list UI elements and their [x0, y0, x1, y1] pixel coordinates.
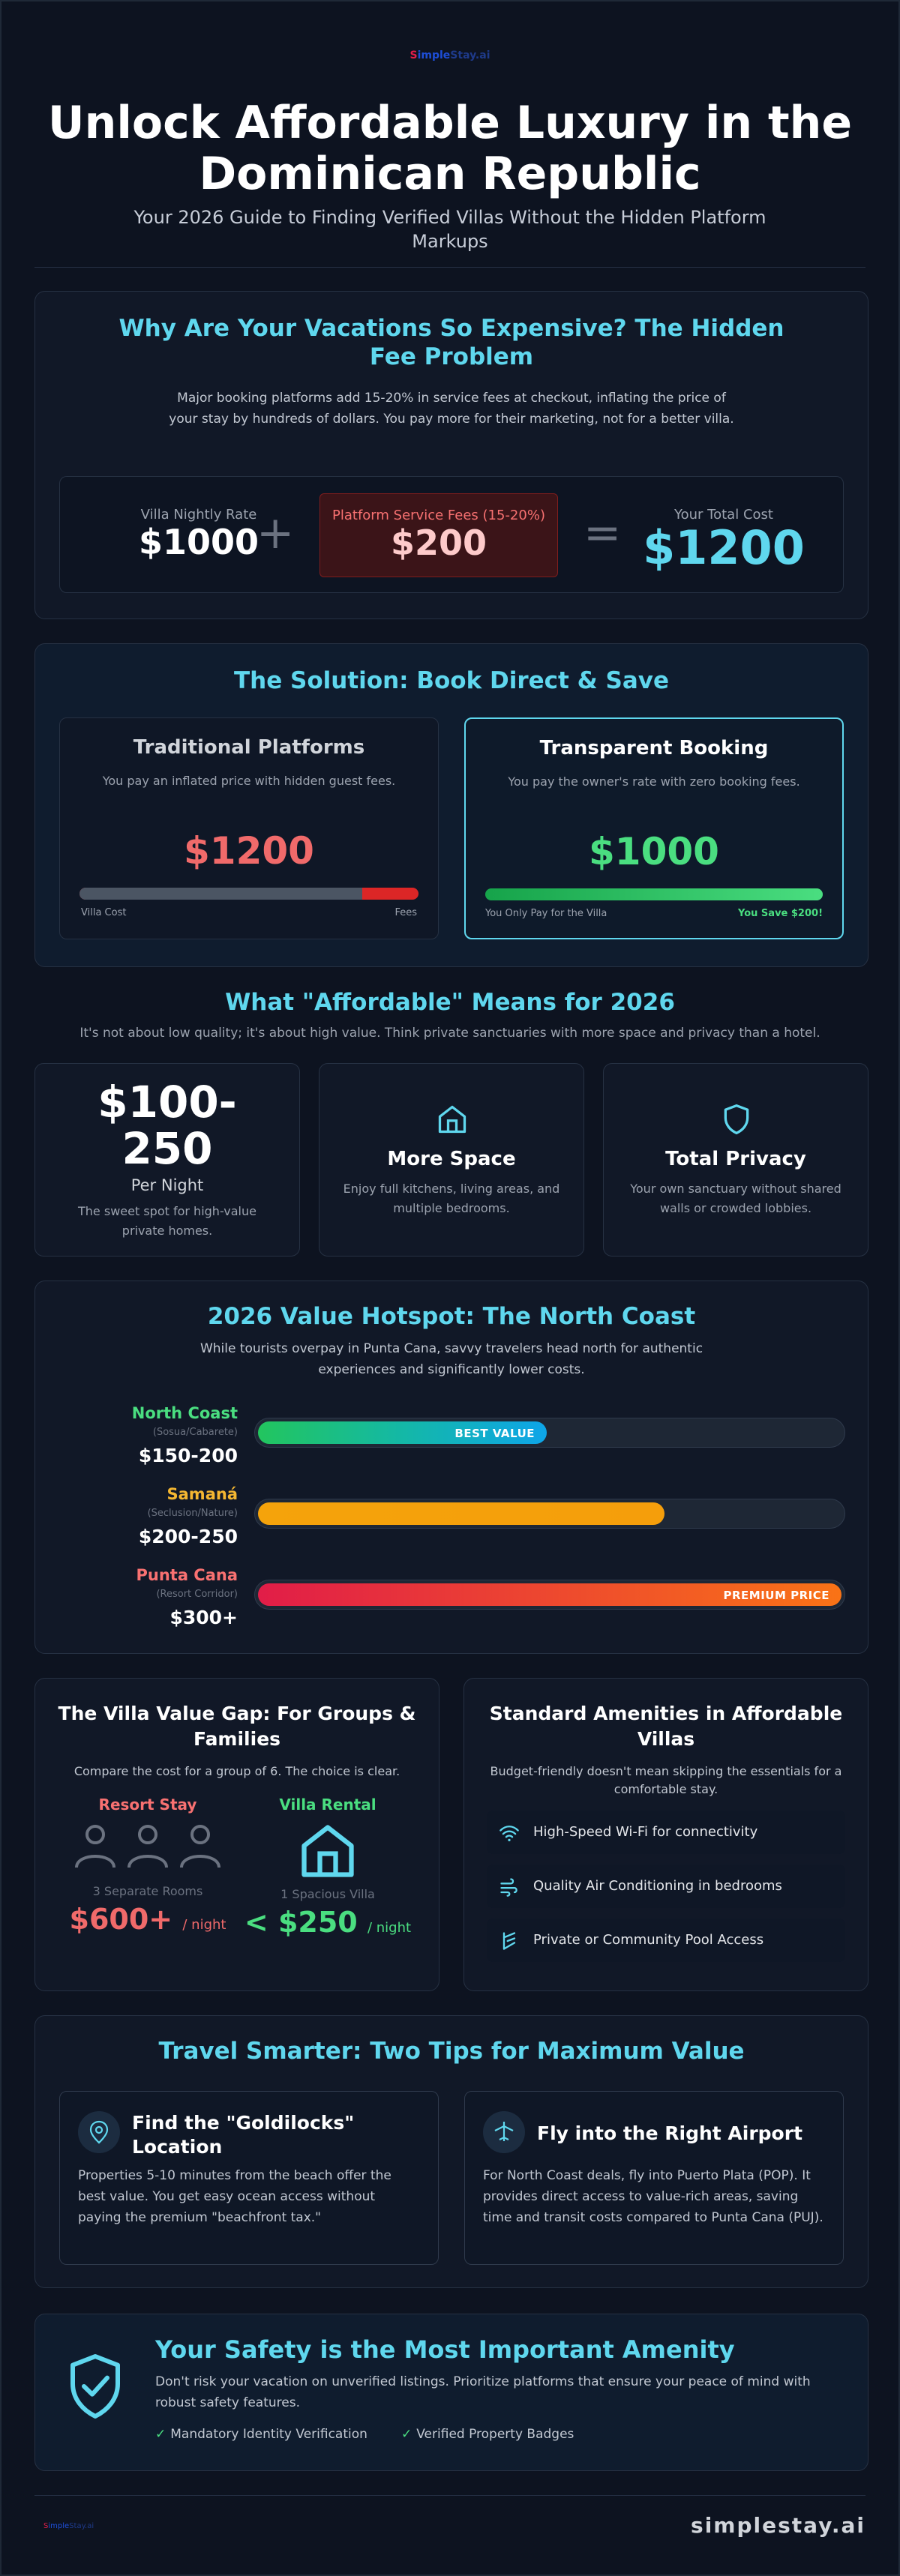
hotspot-title: 2026 Value Hotspot: The North Coast: [207, 1303, 696, 1330]
equals-sign: =: [584, 507, 622, 559]
hotspot-row-north-coast: North Coast (Sosua/Cabarete) $150-200 BE…: [65, 1404, 845, 1472]
page-title: Unlock Affordable Luxury in the Dominica…: [47, 97, 853, 200]
tips-title: Travel Smarter: Two Tips for Maximum Val…: [158, 2038, 745, 2065]
villa-home-icon: [302, 1825, 354, 1877]
hotspot-row-samana: Samaná (Seclusion/Nature) $200-250: [65, 1485, 845, 1553]
affordable-title: What "Affordable" Means for 2026: [225, 989, 675, 1016]
traditional-cost-bar: [80, 888, 418, 900]
total-privacy-card: Total Privacy Your own sanctuary without…: [603, 1063, 868, 1257]
tip-goldilocks-location: Find the "Goldilocks" Location Propertie…: [59, 2091, 439, 2265]
check-identity-verification: ✓ Mandatory Identity Verification: [155, 2427, 368, 2442]
value-gap-section: The Villa Value Gap: For Groups & Famili…: [34, 1678, 440, 1991]
location-pin-icon: [89, 2120, 109, 2144]
resort-stay-column: Resort Stay 3 Separate Rooms $600+ / nig…: [58, 1796, 238, 1936]
pool-icon: [502, 1932, 516, 1950]
page-subtitle: Your 2026 Guide to Finding Verified Vill…: [134, 207, 766, 252]
home-icon: [438, 1105, 466, 1134]
safety-section: Your Safety is the Most Important Amenit…: [34, 2314, 868, 2471]
fee-problem-title: Why Are Your Vacations So Expensive? The…: [118, 315, 784, 370]
transparent-price: $1000: [589, 830, 719, 873]
price-range-value: $100-250: [98, 1077, 237, 1174]
villa-cost-segment: [80, 888, 362, 900]
amenities-section: Standard Amenities in Affordable Villas …: [464, 1678, 868, 1991]
traditional-price: $1200: [184, 829, 314, 873]
hotspot-bar-samana: [258, 1502, 665, 1525]
villa-only-segment: [485, 888, 823, 900]
header-divider: [34, 267, 866, 268]
savings-label: You Save $200!: [738, 908, 823, 919]
platform-fee-box: Platform Service Fees (15-20%) $200: [320, 493, 558, 577]
fee-problem-section: Why Are Your Vacations So Expensive? The…: [34, 291, 868, 619]
shield-check-icon: [70, 2354, 120, 2419]
amenity-item-wifi: High-Speed Wi-Fi for connectivity: [487, 1811, 845, 1854]
header-logo[interactable]: SimpleStay.ai: [410, 49, 490, 61]
price-range-card: $100-250 Per Night The sweet spot for hi…: [34, 1063, 300, 1257]
solution-section: The Solution: Book Direct & Save Traditi…: [34, 643, 868, 967]
checkmark-icon: ✓: [401, 2427, 412, 2442]
hotspot-bar-punta-cana: PREMIUM PRICE: [258, 1583, 842, 1606]
premium-price-tag: PREMIUM PRICE: [723, 1589, 830, 1602]
hotspot-bar-track: PREMIUM PRICE: [254, 1580, 845, 1610]
hotspot-bar-track: [254, 1499, 845, 1529]
checkmark-icon: ✓: [155, 2427, 166, 2442]
transparent-booking-card: Transparent Booking You pay the owner's …: [464, 717, 844, 939]
total-cost: Your Total Cost $1200: [643, 507, 805, 575]
villa-rate: Villa Nightly Rate $1000: [138, 507, 260, 562]
safety-description: Don't risk your vacation on unverified l…: [155, 2374, 811, 2410]
plus-sign: +: [256, 507, 295, 559]
footer-brand[interactable]: simplestay.ai: [691, 2513, 866, 2538]
villa-price: < $250 / night: [244, 1906, 412, 1939]
amenities-title: Standard Amenities in Affordable Villas: [489, 1703, 843, 1750]
hotspot-row-punta-cana: Punta Cana (Resort Corridor) $300+ PREMI…: [65, 1566, 845, 1634]
tip-right-airport: Fly into the Right Airport For North Coa…: [464, 2091, 844, 2265]
air-conditioning-icon: [500, 1878, 518, 1897]
transparent-cost-bar: [485, 888, 823, 900]
value-gap-subtitle: Compare the cost for a group of 6. The c…: [74, 1764, 400, 1778]
value-gap-title: The Villa Value Gap: For Groups & Famili…: [58, 1703, 416, 1750]
traditional-platforms-card: Traditional Platforms You pay an inflate…: [59, 717, 439, 939]
three-rooms-icon: [75, 1825, 220, 1868]
solution-title: The Solution: Book Direct & Save: [234, 667, 669, 694]
amenity-item-air-conditioning: Quality Air Conditioning in bedrooms: [487, 1865, 845, 1908]
fee-problem-description: Major booking platforms add 15-20% in se…: [169, 391, 734, 427]
amenity-item-pool: Private or Community Pool Access: [487, 1919, 845, 1962]
airplane-icon: [494, 2122, 514, 2141]
resort-price: $600+ / night: [69, 1903, 226, 1936]
hotspot-section: 2026 Value Hotspot: The North Coast Whil…: [34, 1281, 868, 1654]
more-space-card: More Space Enjoy full kitchens, living a…: [319, 1063, 584, 1257]
hotspot-bar-north-coast: BEST VALUE: [258, 1421, 547, 1444]
shield-icon: [724, 1104, 749, 1134]
fee-equation: Villa Nightly Rate $1000 + Platform Serv…: [59, 476, 844, 593]
wifi-icon: [500, 1826, 519, 1841]
hotspot-description: While tourists overpay in Punta Cana, sa…: [200, 1341, 704, 1377]
safety-title: Your Safety is the Most Important Amenit…: [155, 2335, 735, 2364]
tips-section: Travel Smarter: Two Tips for Maximum Val…: [34, 2015, 868, 2288]
footer-logo[interactable]: SimpleStay.ai: [44, 2522, 94, 2530]
affordable-subtitle: It's not about low quality; it's about h…: [80, 1026, 820, 1041]
villa-rental-column: Villa Rental 1 Spacious Villa < $250 / n…: [238, 1796, 418, 1939]
footer-divider: [34, 2495, 866, 2496]
check-verified-badges: ✓ Verified Property Badges: [401, 2427, 574, 2442]
hotspot-bar-track: BEST VALUE: [254, 1418, 845, 1448]
best-value-tag: BEST VALUE: [454, 1427, 535, 1440]
amenities-subtitle: Budget-friendly doesn't mean skipping th…: [490, 1764, 842, 1796]
